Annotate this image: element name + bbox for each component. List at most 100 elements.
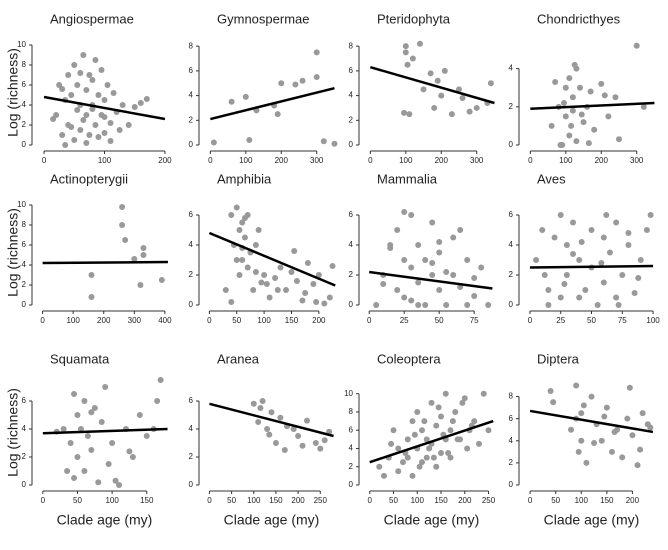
fit-line <box>369 65 495 105</box>
x-tick-label: 200 <box>158 156 172 165</box>
panel-title: Actinopterygii <box>50 171 128 186</box>
point <box>136 412 143 418</box>
x-tick-label: 100 <box>257 316 271 325</box>
point <box>533 257 540 263</box>
point <box>326 294 333 301</box>
point <box>264 426 271 432</box>
point <box>601 92 608 99</box>
point <box>582 287 589 293</box>
point <box>601 413 608 420</box>
point <box>320 138 327 145</box>
point <box>86 72 93 78</box>
x-tick-label: 100 <box>399 156 413 165</box>
point <box>242 93 249 100</box>
point <box>288 269 295 275</box>
y-tick-label: 10 <box>17 200 26 209</box>
fit-line <box>210 86 335 121</box>
point <box>116 127 123 133</box>
point <box>101 130 108 136</box>
point <box>233 204 240 211</box>
point <box>428 399 435 406</box>
y-tick-label: 0 <box>22 140 27 149</box>
point <box>126 448 133 455</box>
point <box>471 418 478 425</box>
point <box>619 454 626 461</box>
point <box>429 272 436 278</box>
point <box>455 86 462 93</box>
point <box>443 269 450 275</box>
point <box>62 142 69 148</box>
x-tick-label: 0 <box>41 496 46 505</box>
point <box>291 248 298 254</box>
point <box>605 113 612 120</box>
point <box>545 302 552 308</box>
point <box>312 440 319 446</box>
point <box>608 448 615 455</box>
point <box>250 287 257 293</box>
point <box>313 74 320 81</box>
point <box>86 132 93 138</box>
point <box>299 442 306 449</box>
point <box>107 120 114 126</box>
x-tick-label: 0 <box>42 156 47 165</box>
point <box>89 106 96 112</box>
point <box>329 263 336 269</box>
point <box>131 256 138 262</box>
point <box>423 454 430 461</box>
point <box>640 103 647 110</box>
point <box>140 245 147 251</box>
point <box>261 272 268 278</box>
point <box>615 136 622 143</box>
point <box>293 278 300 284</box>
point <box>487 80 494 87</box>
point <box>80 52 87 58</box>
x-tick-label: 0 <box>207 496 212 505</box>
x-axis-label: Clade age (my) <box>224 512 320 528</box>
x-tick-label: 100 <box>646 316 660 325</box>
y-tick-label: 8 <box>349 41 354 50</box>
point <box>400 459 406 466</box>
y-tick-label: 4 <box>189 424 194 433</box>
x-tick-label: 200 <box>595 156 609 165</box>
point <box>88 272 95 278</box>
y-tick-label: 0 <box>509 480 514 489</box>
point <box>603 212 610 218</box>
point <box>578 410 585 417</box>
point <box>416 40 423 47</box>
point <box>449 418 456 425</box>
y-tick-label: 0 <box>349 140 354 149</box>
y-tick-label: 4 <box>22 260 27 269</box>
x-tick-label: 250 <box>314 496 328 505</box>
point <box>438 450 444 457</box>
point <box>612 94 619 101</box>
point <box>566 75 573 82</box>
point <box>600 234 607 241</box>
point <box>228 98 235 105</box>
point <box>244 264 251 271</box>
x-tick-label: 200 <box>312 316 326 325</box>
point <box>154 398 161 404</box>
point <box>637 446 644 453</box>
point <box>233 257 240 263</box>
point <box>552 79 559 85</box>
x-tick-label: 100 <box>575 496 589 505</box>
point <box>615 302 622 308</box>
point <box>395 445 402 452</box>
y-tick-label: 6 <box>22 240 27 249</box>
point <box>321 300 328 307</box>
point <box>236 272 243 278</box>
point <box>585 140 592 147</box>
point <box>313 49 320 56</box>
point <box>92 122 99 128</box>
y-tick-label: 0 <box>509 140 514 149</box>
point <box>401 294 408 301</box>
point <box>110 90 117 96</box>
fit-line <box>208 231 336 287</box>
point <box>606 249 613 256</box>
point <box>210 139 217 146</box>
point <box>116 482 123 488</box>
y-tick-label: 4 <box>509 64 514 73</box>
y-tick-label: 8 <box>189 41 194 50</box>
point <box>104 82 111 88</box>
point <box>414 408 421 415</box>
